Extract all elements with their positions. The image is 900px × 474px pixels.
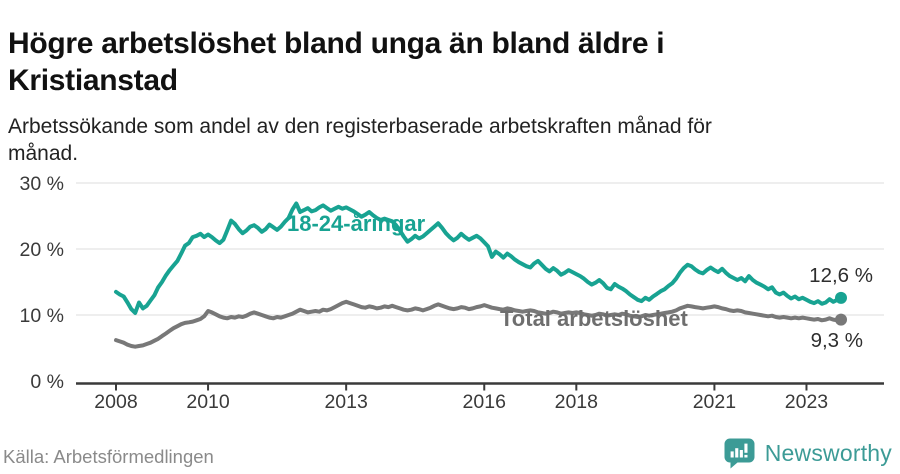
x-tick-label-2010: 2010: [186, 391, 230, 413]
x-tick-label-2016: 2016: [463, 391, 506, 413]
x-tick-label-2013: 2013: [324, 391, 367, 413]
chart-subtitle: Arbetssökande som andel av den registerb…: [8, 113, 868, 167]
page-title: Högre arbetslöshet bland unga än bland ä…: [8, 25, 888, 99]
x-tick-label-2018: 2018: [555, 391, 598, 413]
title-line-1: Högre arbetslöshet bland unga än bland ä…: [8, 27, 665, 61]
end-value-label-youth: 12,6 %: [809, 264, 873, 287]
brand-logo[interactable]: Newsworthy: [723, 436, 892, 470]
y-tick-label-10: 10 %: [20, 305, 64, 327]
brand-name: Newsworthy: [764, 439, 892, 466]
source-attribution: Källa: Arbetsförmedlingen: [3, 446, 214, 467]
end-dot-total: [835, 313, 847, 326]
subtitle-line-1: Arbetssökande som andel av den registerb…: [8, 115, 712, 138]
y-tick-label-30: 30 %: [20, 173, 64, 195]
end-value-label-total: 9,3 %: [810, 329, 863, 352]
series-line-total: [114, 299, 843, 349]
series-line-youth: [114, 201, 843, 315]
series-label-youth: 18-24-åringar: [287, 211, 426, 236]
y-tick-label-20: 20 %: [20, 239, 64, 261]
y-tick-label-0: 0 %: [30, 371, 64, 393]
newsworthy-icon: [724, 438, 755, 468]
subtitle-line-2: månad.: [8, 142, 79, 165]
title-line-2: Kristianstad: [8, 64, 178, 98]
end-dot-youth: [835, 291, 847, 304]
x-tick-label-2021: 2021: [693, 391, 736, 413]
x-tick-label-2023: 2023: [785, 391, 828, 413]
series-label-total: Total arbetslöshet: [500, 306, 688, 331]
x-tick-label-2008: 2008: [94, 391, 137, 413]
